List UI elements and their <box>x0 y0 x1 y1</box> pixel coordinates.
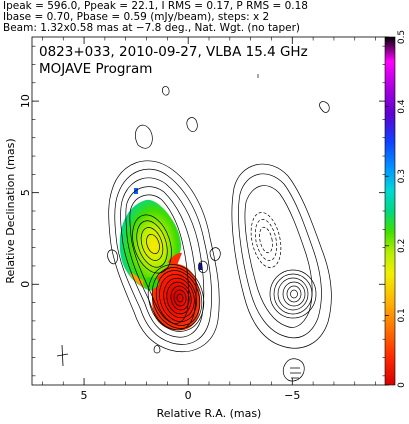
header-line-2: Ibase = 0.70, Pbase = 0.59 (mJy/beam), s… <box>3 11 270 23</box>
x-tick-label: −5 <box>284 389 300 402</box>
y-tick-label: 10 <box>19 94 32 108</box>
y-tick-label: 5 <box>19 189 32 196</box>
x-axis: 5 0 −5 <box>42 37 376 402</box>
y-axis-label: Relative Declination (mas) <box>4 138 17 283</box>
blue-pixel-jet <box>134 188 138 194</box>
header-line-1: Ipeak = 596.0, Ppeak = 22.1, I RMS = 0.1… <box>3 0 308 12</box>
total-intensity-contours <box>107 86 221 354</box>
x-tick-label: 0 <box>185 389 192 402</box>
colorbar-gradient <box>384 36 396 386</box>
colorbar-tick-label: 0 <box>397 382 407 388</box>
colorbar-tick-label: 0.3 <box>397 169 407 183</box>
y-axis: 0 5 10 <box>19 45 386 377</box>
header-line-3: Beam: 1.32x0.58 mas at −7.8 deg., Nat. W… <box>3 22 301 34</box>
x-tick-label: 5 <box>81 389 88 402</box>
beam-cross-marker <box>56 344 69 367</box>
colorbar: 0 0.1 0.2 0.3 0.4 0.5 <box>384 30 407 388</box>
colorbar-tick-label: 0.4 <box>397 99 407 114</box>
colorbar-ticks: 0 0.1 0.2 0.3 0.4 0.5 <box>385 30 407 388</box>
x-axis-label: Relative R.A. (mas) <box>157 407 262 420</box>
colorbar-tick-label: 0.1 <box>397 308 407 322</box>
plot-frame <box>31 36 387 386</box>
y-tick-label: 0 <box>19 281 32 288</box>
chart-title: 0823+033, 2010-09-27, VLBA 15.4 GHz <box>39 44 308 60</box>
colorbar-tick-label: 0.2 <box>397 239 407 253</box>
blue-pixel-core <box>199 263 202 270</box>
polarized-intensity-contours <box>231 74 332 382</box>
colorbar-tick-label: 0.5 <box>397 30 407 44</box>
chart-subtitle: MOJAVE Program <box>39 61 152 77</box>
